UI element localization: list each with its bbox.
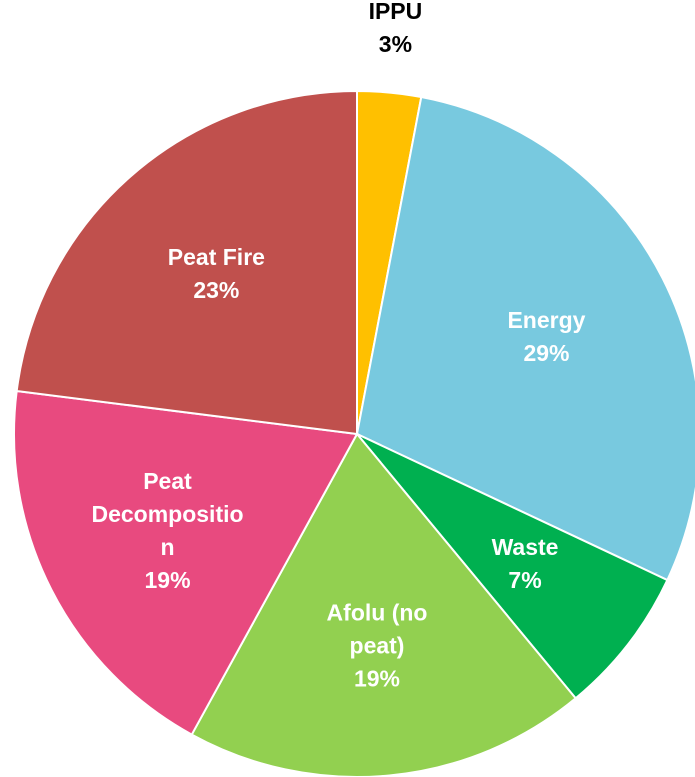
category-label: IPPU bbox=[368, 0, 423, 24]
category-label: Peat Decomposition bbox=[91, 467, 244, 560]
category-label: Waste bbox=[491, 534, 559, 561]
slice-label: Afolu (no peat) 19% bbox=[297, 596, 457, 695]
value-label: 19% bbox=[144, 566, 191, 593]
value-label: 3% bbox=[378, 30, 413, 57]
value-label: 7% bbox=[508, 567, 542, 594]
slice-label: Waste 7% bbox=[445, 531, 605, 597]
value-label: 23% bbox=[193, 277, 240, 304]
category-label: Afolu (no peat) bbox=[326, 599, 428, 659]
slice-label: Peat Decomposition 19% bbox=[88, 465, 248, 597]
slice-label: Peat Fire 23% bbox=[136, 241, 296, 307]
value-label: 29% bbox=[523, 340, 570, 367]
category-label: Peat Fire bbox=[167, 244, 265, 271]
pie-slice bbox=[356, 433, 669, 700]
slice-label: IPPU 3% bbox=[315, 0, 475, 61]
pie-slice bbox=[190, 432, 578, 777]
pie-slice bbox=[355, 95, 695, 582]
pie-slice bbox=[13, 389, 359, 736]
pie-slice bbox=[15, 89, 358, 436]
category-label: Energy bbox=[507, 307, 586, 334]
value-label: 19% bbox=[353, 665, 401, 692]
slice-label: Energy 29% bbox=[466, 304, 626, 370]
